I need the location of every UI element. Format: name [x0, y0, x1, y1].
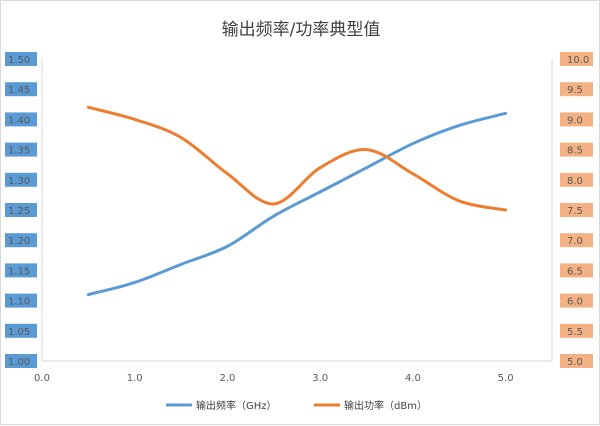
- y-right-tick: 5.0: [560, 354, 593, 368]
- y-left-tick-label: 1.35: [8, 146, 30, 157]
- legend-label: 输出功率（dBm）: [344, 399, 427, 412]
- y-right-tick: 9.0: [560, 112, 593, 126]
- y-right-tick-label: 6.0: [567, 297, 583, 308]
- chart-title: 输出频率/功率典型值: [222, 20, 381, 40]
- y-left-tick-label: 1.05: [8, 327, 30, 338]
- y-left-tick: 1.15: [5, 263, 37, 277]
- y-left-tick-label: 1.20: [8, 236, 30, 247]
- y-right-tick-label: 5.0: [567, 357, 583, 368]
- y-right-tick: 7.0: [560, 233, 593, 247]
- y-left-tick-label: 1.25: [8, 206, 30, 217]
- y-right-tick-label: 8.5: [567, 146, 583, 157]
- x-tick-label: 5.0: [498, 373, 514, 384]
- legend-item-1: 输出频率（GHz）: [166, 399, 277, 412]
- x-tick-label: 3.0: [312, 373, 328, 384]
- legend-item-2: 输出功率（dBm）: [314, 399, 427, 412]
- x-tick-label: 1.0: [127, 373, 143, 384]
- y-left-tick: 1.40: [5, 112, 37, 126]
- y-left-tick: 1.45: [5, 82, 37, 96]
- series-layer: [88, 107, 505, 294]
- y-left-tick-label: 1.30: [8, 176, 30, 187]
- y-left-tick: 1.05: [5, 324, 37, 338]
- y-right-tick: 6.5: [560, 263, 593, 277]
- x-tick-label: 0.0: [34, 373, 50, 384]
- y-right-tick: 8.0: [560, 173, 593, 187]
- y-right-tick: 9.5: [560, 82, 593, 96]
- y-right-tick: 7.5: [560, 203, 593, 217]
- y-left-tick: 1.10: [5, 294, 37, 308]
- x-tick-label: 4.0: [405, 373, 421, 384]
- y-left-ticks: 1.00 1.05 1.10 1.15 1.20 1.25 1.30 1.35 1.40 1.45…: [5, 52, 37, 368]
- y-right-tick: 5.5: [560, 324, 593, 338]
- y-right-tick-label: 9.5: [567, 85, 583, 96]
- y-right-tick-label: 7.0: [567, 236, 583, 247]
- y-left-tick-label: 1.00: [8, 357, 30, 368]
- y-left-tick: 1.00: [5, 354, 37, 368]
- y-right-tick: 10.0: [560, 52, 593, 66]
- y-left-tick-label: 1.45: [8, 85, 30, 96]
- y-right-tick-label: 10.0: [567, 55, 589, 66]
- y-left-tick: 1.25: [5, 203, 37, 217]
- y-right-tick-label: 9.0: [567, 115, 583, 126]
- y-left-tick-label: 1.50: [8, 55, 30, 66]
- y-left-tick: 1.50: [5, 52, 37, 66]
- y-right-tick-label: 7.5: [567, 206, 583, 217]
- series-line-2: [88, 107, 505, 210]
- y-right-tick: 6.0: [560, 294, 593, 308]
- y-left-tick: 1.30: [5, 173, 37, 187]
- y-left-tick: 1.35: [5, 143, 37, 157]
- y-left-tick: 1.20: [5, 233, 37, 247]
- y-right-tick-label: 5.5: [567, 327, 583, 338]
- legend: 输出频率（GHz） 输出功率（dBm）: [166, 399, 427, 412]
- series-line-1: [88, 113, 505, 294]
- y-right-ticks: 5.0 5.5 6.0 6.5 7.0 7.5 8.0 8.5 9.0 9.5 10.0: [560, 52, 593, 368]
- x-ticks: 0.0 1.0 2.0 3.0 4.0 5.0: [34, 373, 514, 384]
- y-right-tick-label: 6.5: [567, 266, 583, 277]
- legend-label: 输出频率（GHz）: [196, 399, 277, 412]
- y-left-tick-label: 1.10: [8, 297, 30, 308]
- y-right-tick: 8.5: [560, 143, 593, 157]
- y-left-tick-label: 1.15: [8, 266, 30, 277]
- y-left-tick-label: 1.40: [8, 115, 30, 126]
- x-tick-label: 2.0: [220, 373, 236, 384]
- y-right-tick-label: 8.0: [567, 176, 583, 187]
